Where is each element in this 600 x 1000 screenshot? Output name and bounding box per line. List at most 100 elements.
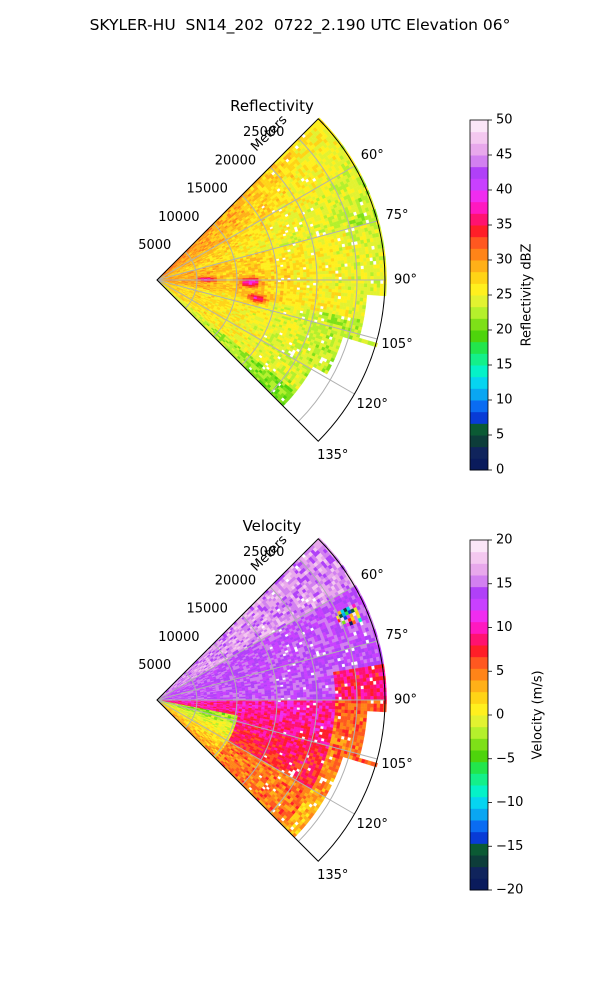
reflectivity-cell: [305, 263, 310, 268]
reflectivity-cell: [280, 273, 285, 276]
reflectivity-cell: [290, 282, 294, 285]
reflectivity-cell: [239, 276, 243, 279]
reflectivity-cell: [334, 289, 339, 293]
reflectivity-cell: [330, 301, 335, 305]
reflectivity-cell: [267, 273, 272, 277]
reflectivity-cell: [329, 251, 334, 256]
reflectivity-cell: [328, 288, 333, 293]
reflectivity-cell: [248, 274, 253, 277]
reflectivity-cell: [333, 301, 338, 306]
reflectivity-cell: [292, 265, 297, 269]
reflectivity-cell: [327, 297, 332, 302]
reflectivity-cell: [258, 281, 262, 284]
reflectivity-cell: [293, 287, 297, 290]
reflectivity-cell: [321, 294, 326, 298]
reflectivity-cell: [261, 272, 266, 275]
reflectivity-cell: [306, 274, 310, 278]
reflectivity-cell: [289, 265, 294, 269]
reflectivity-cell: [334, 260, 339, 265]
reflectivity-cell: [318, 288, 323, 292]
reflectivity-cell: [299, 272, 304, 276]
reflectivity-cell: [318, 293, 323, 298]
reflectivity-cell: [271, 283, 275, 287]
reflectivity-cell: [322, 273, 326, 278]
reflectivity-cell: [324, 261, 329, 266]
reflectivity-cell: [296, 269, 301, 273]
reflectivity-cell: [299, 267, 304, 271]
reflectivity-cell: [319, 282, 323, 286]
reflectivity-cell: [333, 251, 338, 256]
reflectivity-cell: [258, 274, 262, 277]
reflectivity-cell: [251, 274, 256, 277]
reflectivity-cell: [324, 297, 329, 302]
reflectivity-cell: [318, 259, 322, 264]
reflectivity-cell: [335, 282, 339, 287]
reflectivity-cell: [308, 293, 313, 297]
reflectivity-cell: [321, 265, 326, 269]
reflectivity-cell: [258, 272, 262, 275]
reflectivity-cell: [290, 286, 294, 290]
reflectivity-cell: [264, 275, 269, 279]
reflectivity-cell: [296, 282, 301, 286]
reflectivity-cell: [261, 283, 266, 286]
reflectivity-cell: [287, 275, 291, 278]
reflectivity-cell: [296, 267, 301, 271]
reflectivity-cell: [335, 273, 339, 278]
reflectivity-data-field: [158, 117, 387, 407]
reflectivity-cell: [255, 274, 259, 277]
reflectivity-cell: [283, 268, 288, 272]
reflectivity-cell: [321, 259, 326, 263]
reflectivity-cell: [302, 264, 307, 268]
reflectivity-cell: [286, 286, 291, 290]
reflectivity-cell: [328, 282, 333, 287]
reflectivity-cell: [296, 264, 300, 268]
reflectivity-cell: [322, 285, 326, 289]
reflectivity-cell: [302, 287, 307, 291]
reflectivity-cell: [277, 284, 282, 287]
reflectivity-cell: [277, 281, 282, 285]
reflectivity-cell: [290, 270, 294, 274]
reflectivity-cell: [302, 290, 307, 294]
reflectivity-cell: [312, 268, 317, 272]
reflectivity-cell: [331, 289, 336, 293]
reflectivity-cell: [319, 274, 323, 278]
reflectivity-cell: [318, 265, 323, 269]
reflectivity-panel: 500010000150002000025000Meters60°75°90°1…: [138, 112, 417, 463]
reflectivity-cell: [325, 273, 330, 278]
reflectivity-cell: [328, 291, 332, 296]
reflectivity-cell: [303, 272, 307, 276]
reflectivity-cell: [337, 260, 342, 265]
reflectivity-cell: [283, 286, 288, 290]
reflectivity-cell: [293, 274, 298, 278]
reflectivity-cell: [251, 281, 256, 284]
reflectivity-cell: [277, 286, 281, 289]
reflectivity-cell: [325, 285, 330, 290]
reflectivity-cell: [312, 288, 317, 292]
reflectivity-cell: [299, 274, 304, 278]
reflectivity-cell: [261, 281, 266, 284]
reflectivity-cell: [283, 282, 288, 285]
reflectivity-cell: [328, 285, 333, 290]
reflectivity-cell: [277, 275, 282, 279]
reflectivity-cell: [271, 273, 275, 277]
reflectivity-cell: [322, 271, 326, 275]
reflectivity-cell: [328, 264, 332, 269]
reflectivity-cell: [258, 276, 262, 279]
reflectivity-cell: [248, 281, 253, 284]
reflectivity-cell: [283, 270, 288, 274]
reflectivity-cell: [311, 260, 316, 264]
reflectivity-cell: [330, 255, 335, 259]
reflectivity-cell: [331, 273, 336, 278]
reflectivity-cell: [261, 274, 266, 277]
reflectivity-cell: [302, 292, 307, 296]
reflectivity-cell: [255, 276, 259, 279]
reflectivity-cell: [303, 274, 307, 278]
reflectivity-cell: [306, 282, 310, 286]
reflectivity-cell: [323, 255, 328, 260]
reflectivity-cell: [286, 268, 291, 272]
reflectivity-cell: [324, 294, 329, 299]
reflectivity-cell: [245, 276, 250, 279]
reflectivity-cell: [328, 267, 333, 272]
reflectivity-cell: [267, 281, 272, 285]
reflectivity-cell: [293, 289, 297, 293]
